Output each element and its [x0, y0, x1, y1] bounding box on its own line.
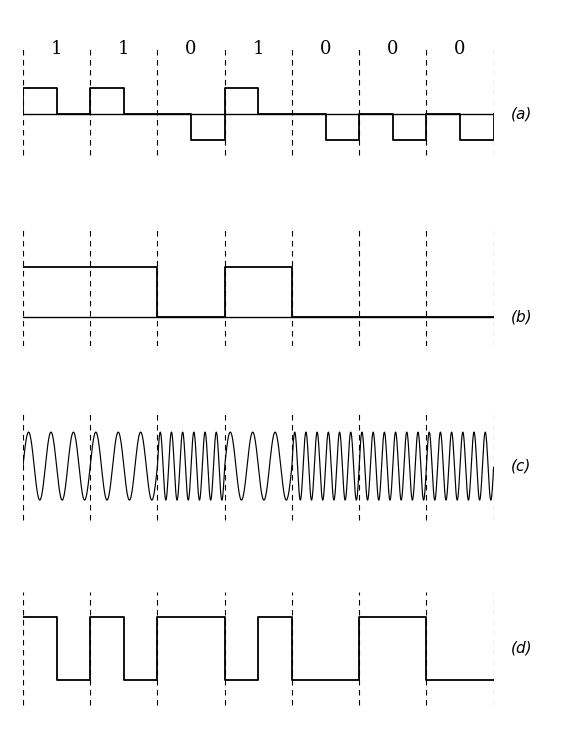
- Text: (b): (b): [510, 310, 532, 324]
- Text: 0: 0: [185, 40, 197, 58]
- Text: (d): (d): [510, 641, 532, 656]
- Text: 0: 0: [454, 40, 466, 58]
- Text: (c): (c): [510, 458, 531, 474]
- Text: (a): (a): [510, 107, 532, 121]
- Text: 0: 0: [387, 40, 398, 58]
- Text: 1: 1: [51, 40, 63, 58]
- Text: 1: 1: [118, 40, 130, 58]
- Text: 1: 1: [253, 40, 264, 58]
- Text: 0: 0: [320, 40, 331, 58]
